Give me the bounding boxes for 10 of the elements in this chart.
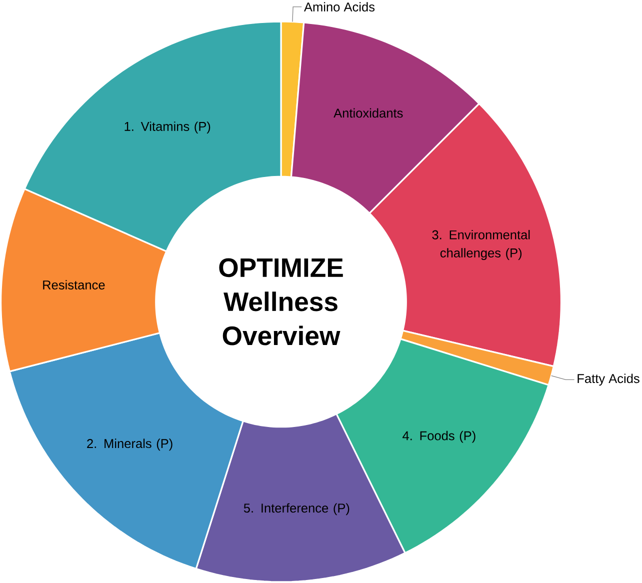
slice-label: 2. Minerals (P) [87, 438, 172, 451]
slice-label: 5. Interference (P) [244, 503, 350, 516]
slice-label: Resistance [43, 280, 105, 290]
slice-label: 1. Vitamins (P) [124, 122, 210, 134]
slice-label: 4. Foods (P) [402, 431, 476, 443]
text: OPTIMIZE Wellness Overview [219, 258, 343, 346]
slice-label: Antioxidants [334, 108, 403, 118]
slice-label: Amino Acids [304, 2, 375, 12]
slice-label: 3. Environmental challenges (P) [432, 230, 530, 260]
slice-label: Fatty Acids [578, 374, 640, 386]
